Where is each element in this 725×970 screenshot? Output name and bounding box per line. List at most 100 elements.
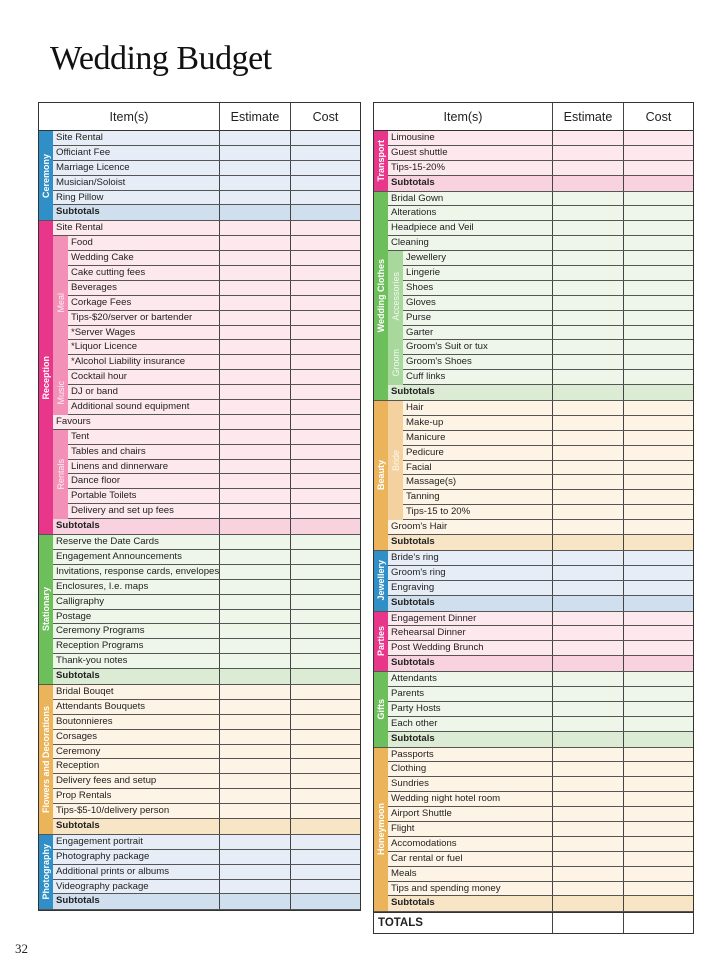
- cost-cell[interactable]: [624, 566, 693, 580]
- cost-cell[interactable]: [624, 296, 693, 310]
- estimate-cell[interactable]: [553, 401, 624, 415]
- estimate-cell[interactable]: [553, 340, 624, 355]
- cost-cell[interactable]: [291, 415, 360, 429]
- estimate-cell[interactable]: [220, 310, 291, 325]
- estimate-cell[interactable]: [220, 894, 291, 910]
- estimate-cell[interactable]: [220, 519, 291, 535]
- cost-cell[interactable]: [624, 732, 693, 747]
- estimate-cell[interactable]: [553, 280, 624, 295]
- estimate-cell[interactable]: [220, 549, 292, 564]
- estimate-cell[interactable]: [553, 490, 624, 505]
- cost-cell[interactable]: [291, 745, 360, 759]
- cost-cell[interactable]: [624, 762, 693, 776]
- estimate-cell[interactable]: [553, 777, 624, 792]
- cost-cell[interactable]: [624, 461, 693, 475]
- estimate-cell[interactable]: [220, 236, 291, 251]
- cost-cell[interactable]: [624, 626, 693, 640]
- cost-cell[interactable]: [624, 551, 693, 565]
- cost-cell[interactable]: [291, 685, 360, 699]
- estimate-cell[interactable]: [553, 747, 624, 762]
- cost-cell[interactable]: [624, 236, 693, 250]
- estimate-cell[interactable]: [220, 221, 291, 236]
- cost-cell[interactable]: [624, 385, 693, 400]
- cost-cell[interactable]: [291, 580, 360, 594]
- estimate-cell[interactable]: [553, 355, 624, 370]
- estimate-cell[interactable]: [220, 429, 291, 444]
- cost-cell[interactable]: [624, 837, 693, 851]
- cost-cell[interactable]: [624, 896, 693, 911]
- cost-cell[interactable]: [624, 206, 693, 220]
- estimate-cell[interactable]: [220, 624, 292, 639]
- cost-cell[interactable]: [291, 326, 360, 340]
- cost-cell[interactable]: [624, 505, 693, 519]
- estimate-cell[interactable]: [553, 686, 624, 701]
- estimate-cell[interactable]: [220, 804, 291, 818]
- cost-cell[interactable]: [291, 835, 360, 849]
- estimate-cell[interactable]: [553, 236, 624, 251]
- cost-cell[interactable]: [291, 400, 360, 414]
- cost-cell[interactable]: [624, 431, 693, 445]
- cost-cell[interactable]: [291, 850, 360, 864]
- estimate-cell[interactable]: [553, 191, 624, 206]
- estimate-cell[interactable]: [220, 145, 291, 160]
- cost-cell[interactable]: [291, 715, 360, 729]
- estimate-cell[interactable]: [553, 160, 624, 175]
- estimate-cell[interactable]: [220, 774, 291, 789]
- estimate-cell[interactable]: [553, 325, 624, 340]
- estimate-cell[interactable]: [220, 504, 291, 519]
- cost-cell[interactable]: [624, 161, 693, 175]
- estimate-cell[interactable]: [553, 430, 624, 445]
- estimate-cell[interactable]: [553, 550, 624, 565]
- estimate-cell[interactable]: [553, 445, 624, 460]
- cost-cell[interactable]: [291, 519, 360, 534]
- estimate-cell[interactable]: [553, 672, 624, 686]
- cost-cell[interactable]: [624, 326, 693, 340]
- cost-cell[interactable]: [624, 221, 693, 235]
- estimate-cell[interactable]: [220, 251, 291, 266]
- cost-cell[interactable]: [291, 535, 360, 549]
- cost-cell[interactable]: [291, 191, 360, 205]
- cost-cell[interactable]: [291, 131, 360, 145]
- estimate-cell[interactable]: [220, 699, 291, 714]
- cost-cell[interactable]: [291, 504, 360, 518]
- cost-cell[interactable]: [624, 687, 693, 701]
- estimate-cell[interactable]: [220, 131, 291, 145]
- cost-cell[interactable]: [291, 296, 360, 310]
- cost-cell[interactable]: [624, 401, 693, 415]
- cost-cell[interactable]: [624, 131, 693, 145]
- cost-cell[interactable]: [291, 654, 360, 668]
- cost-cell[interactable]: [624, 340, 693, 354]
- estimate-cell[interactable]: [220, 444, 291, 459]
- cost-cell[interactable]: [291, 385, 360, 399]
- cost-cell[interactable]: [624, 702, 693, 716]
- cost-cell[interactable]: [624, 777, 693, 791]
- cost-cell[interactable]: [624, 792, 693, 806]
- estimate-cell[interactable]: [553, 851, 624, 866]
- estimate-cell[interactable]: [553, 520, 624, 535]
- cost-cell[interactable]: [624, 807, 693, 821]
- cost-cell[interactable]: [624, 490, 693, 504]
- estimate-cell[interactable]: [553, 836, 624, 851]
- estimate-cell[interactable]: [553, 731, 624, 747]
- cost-cell[interactable]: [291, 730, 360, 744]
- cost-cell[interactable]: [624, 266, 693, 280]
- estimate-cell[interactable]: [220, 160, 291, 175]
- cost-cell[interactable]: [624, 176, 693, 191]
- cost-cell[interactable]: [624, 475, 693, 489]
- cost-cell[interactable]: [624, 867, 693, 881]
- cost-cell[interactable]: [624, 882, 693, 896]
- estimate-cell[interactable]: [553, 580, 624, 595]
- estimate-cell[interactable]: [553, 792, 624, 807]
- cost-cell[interactable]: [291, 700, 360, 714]
- estimate-cell[interactable]: [220, 639, 292, 654]
- estimate-cell[interactable]: [220, 474, 291, 489]
- cost-cell[interactable]: [291, 474, 360, 488]
- estimate-cell[interactable]: [220, 205, 291, 221]
- estimate-cell[interactable]: [220, 190, 291, 205]
- estimate-cell[interactable]: [553, 641, 624, 656]
- cost-cell[interactable]: [291, 236, 360, 250]
- cost-cell[interactable]: [291, 595, 360, 609]
- estimate-cell[interactable]: [220, 759, 291, 774]
- cost-cell[interactable]: [624, 251, 693, 265]
- estimate-cell[interactable]: [553, 595, 624, 611]
